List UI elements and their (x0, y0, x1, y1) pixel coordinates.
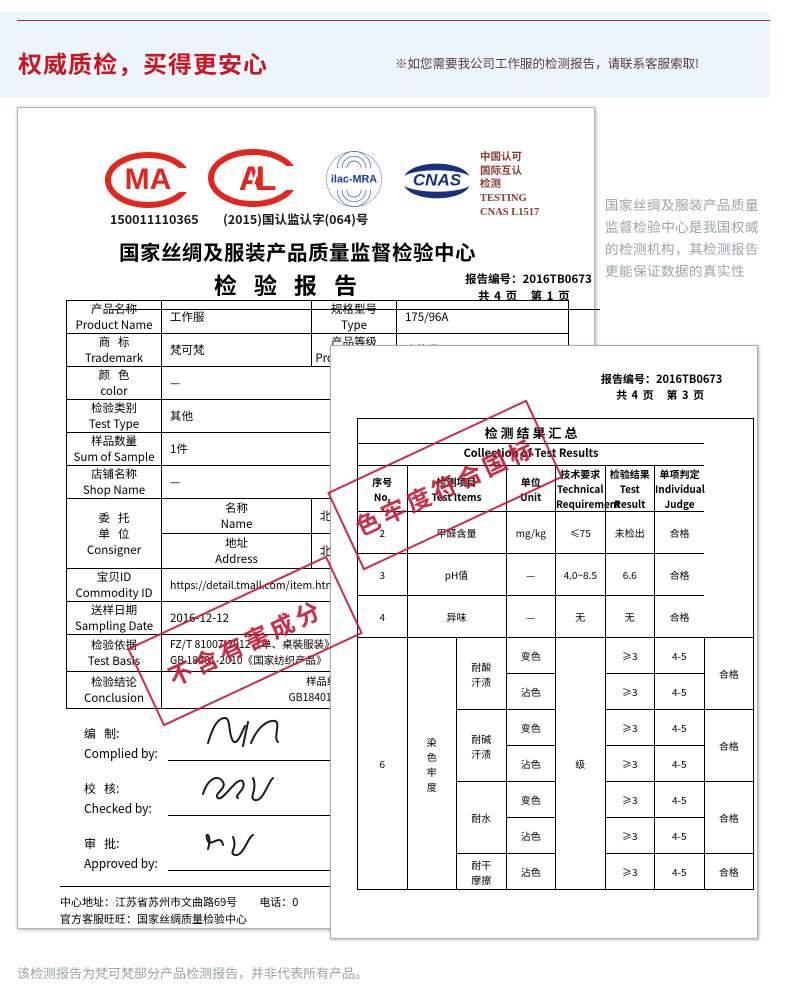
svg-text:CNAS: CNAS (413, 170, 462, 189)
svg-text:MA: MA (125, 163, 172, 196)
svg-text:ilac-MRA: ilac-MRA (331, 174, 377, 186)
svg-text:L: L (256, 160, 277, 198)
